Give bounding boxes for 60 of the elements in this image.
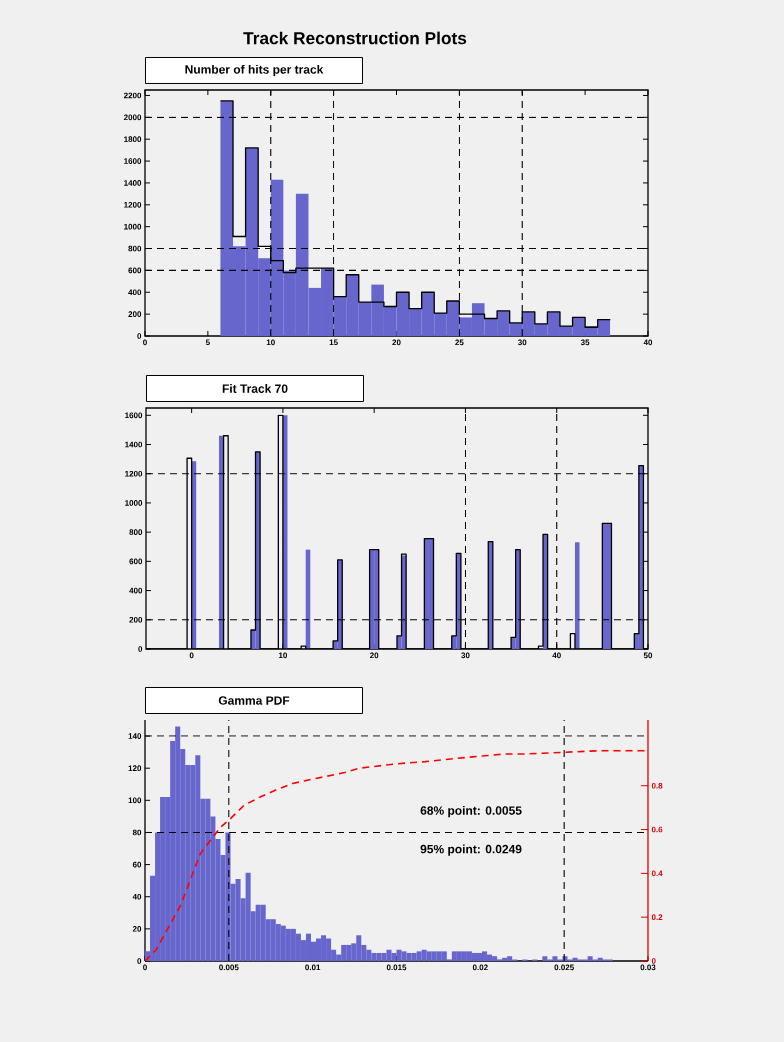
chart-title: Track Reconstruction Plots [243, 31, 467, 45]
x-tick-label: 50 [643, 652, 653, 659]
y-tick-label: 800 [129, 529, 143, 535]
y-tick-label: 0 [138, 646, 143, 652]
y-tick-label: 2200 [123, 92, 142, 99]
x-tick-label: 10 [278, 652, 288, 659]
x-tick-label: 20 [392, 339, 401, 346]
y-tick-label: 1400 [125, 441, 143, 448]
chart-title: Fit Track 70 [222, 384, 288, 393]
y2-tick-label: 0.8 [651, 782, 663, 789]
y-tick-label: 1600 [124, 158, 142, 164]
y-tick-label: 1800 [124, 136, 142, 143]
y-tick-label: 60 [132, 861, 142, 868]
annotation: 95% point: 0.0249 [420, 844, 522, 856]
y-tick-label: 600 [129, 558, 143, 565]
y-tick-label: 200 [129, 616, 143, 623]
x-tick-label: 0 [189, 652, 194, 659]
annotation: 68% point: 0.0055 [420, 805, 522, 818]
x-tick-label: 0.01 [305, 964, 321, 971]
x-tick-label: 30 [517, 339, 527, 346]
y-tick-label: 1000 [125, 500, 143, 506]
y2-tick-label: 0.6 [651, 826, 663, 833]
y-tick-label: 600 [128, 267, 142, 274]
y-tick-label: 120 [128, 765, 142, 772]
y2-tick-label: 0 [651, 958, 656, 964]
x-tick-label: 40 [643, 339, 653, 346]
y-tick-label: 140 [128, 733, 142, 739]
y-tick-label: 1400 [124, 180, 142, 186]
x-tick-label: 0.005 [219, 964, 239, 971]
x-tick-label: 10 [266, 339, 275, 346]
x-tick-label: 20 [370, 652, 379, 659]
y-tick-label: 0 [137, 333, 142, 339]
x-tick-label: 15 [329, 339, 338, 346]
x-tick-label: 40 [552, 652, 561, 659]
y-tick-label: 40 [132, 893, 142, 900]
x-tick-label: 25 [455, 339, 464, 346]
chart-subtitle: Number of hits per track [185, 64, 324, 77]
y-tick-label: 1200 [124, 201, 142, 208]
x-tick-label: 0.02 [472, 964, 488, 971]
chart-title: Gamma PDF [218, 696, 290, 705]
y2-tick-label: 0.4 [651, 870, 663, 877]
y-tick-label: 1600 [125, 412, 143, 419]
y-tick-label: 20 [132, 926, 142, 932]
x-tick-label: 0.015 [386, 964, 407, 971]
y-tick-label: 1200 [125, 470, 143, 477]
y2-tick-label: 0.2 [651, 914, 663, 921]
x-tick-label: 35 [580, 339, 590, 346]
x-tick-label: 5 [205, 339, 210, 346]
y-tick-label: 2000 [123, 114, 142, 121]
x-tick-label: 30 [461, 652, 470, 659]
y-tick-label: 800 [128, 245, 142, 252]
y-tick-label: 400 [128, 289, 142, 296]
y-tick-label: 200 [128, 311, 142, 317]
y-tick-label: 1000 [124, 223, 142, 230]
y-tick-label: 80 [132, 829, 142, 836]
x-tick-label: 0.03 [640, 964, 656, 971]
y-tick-label: 100 [128, 797, 142, 804]
y-tick-label: 0 [137, 958, 142, 964]
x-tick-label: 0.025 [554, 964, 574, 971]
y-tick-label: 400 [129, 587, 143, 594]
